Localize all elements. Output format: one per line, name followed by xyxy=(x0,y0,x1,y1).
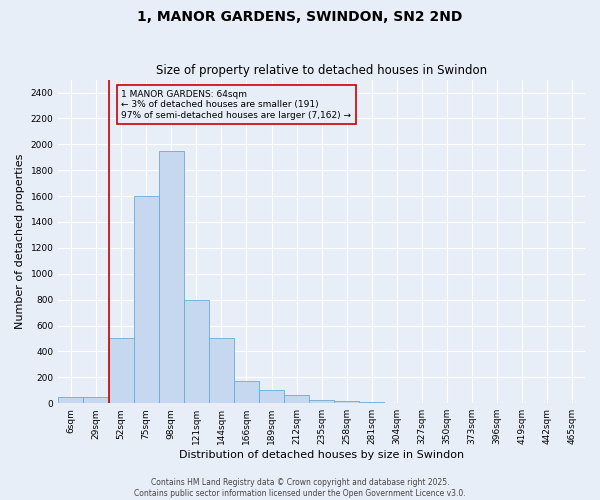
Text: 1, MANOR GARDENS, SWINDON, SN2 2ND: 1, MANOR GARDENS, SWINDON, SN2 2ND xyxy=(137,10,463,24)
Bar xyxy=(83,396,109,403)
Bar xyxy=(234,381,259,403)
Bar xyxy=(184,300,209,403)
Bar xyxy=(209,338,234,403)
Y-axis label: Number of detached properties: Number of detached properties xyxy=(15,154,25,329)
Bar xyxy=(134,196,159,403)
Text: 1 MANOR GARDENS: 64sqm
← 3% of detached houses are smaller (191)
97% of semi-det: 1 MANOR GARDENS: 64sqm ← 3% of detached … xyxy=(121,90,351,120)
Bar xyxy=(284,396,309,403)
Bar xyxy=(109,338,134,403)
Bar xyxy=(359,402,385,403)
Bar xyxy=(259,390,284,403)
Bar xyxy=(385,402,409,403)
Bar xyxy=(334,402,359,403)
Bar xyxy=(309,400,334,403)
Title: Size of property relative to detached houses in Swindon: Size of property relative to detached ho… xyxy=(156,64,487,77)
Bar xyxy=(58,396,83,403)
X-axis label: Distribution of detached houses by size in Swindon: Distribution of detached houses by size … xyxy=(179,450,464,460)
Text: Contains HM Land Registry data © Crown copyright and database right 2025.
Contai: Contains HM Land Registry data © Crown c… xyxy=(134,478,466,498)
Bar xyxy=(159,151,184,403)
